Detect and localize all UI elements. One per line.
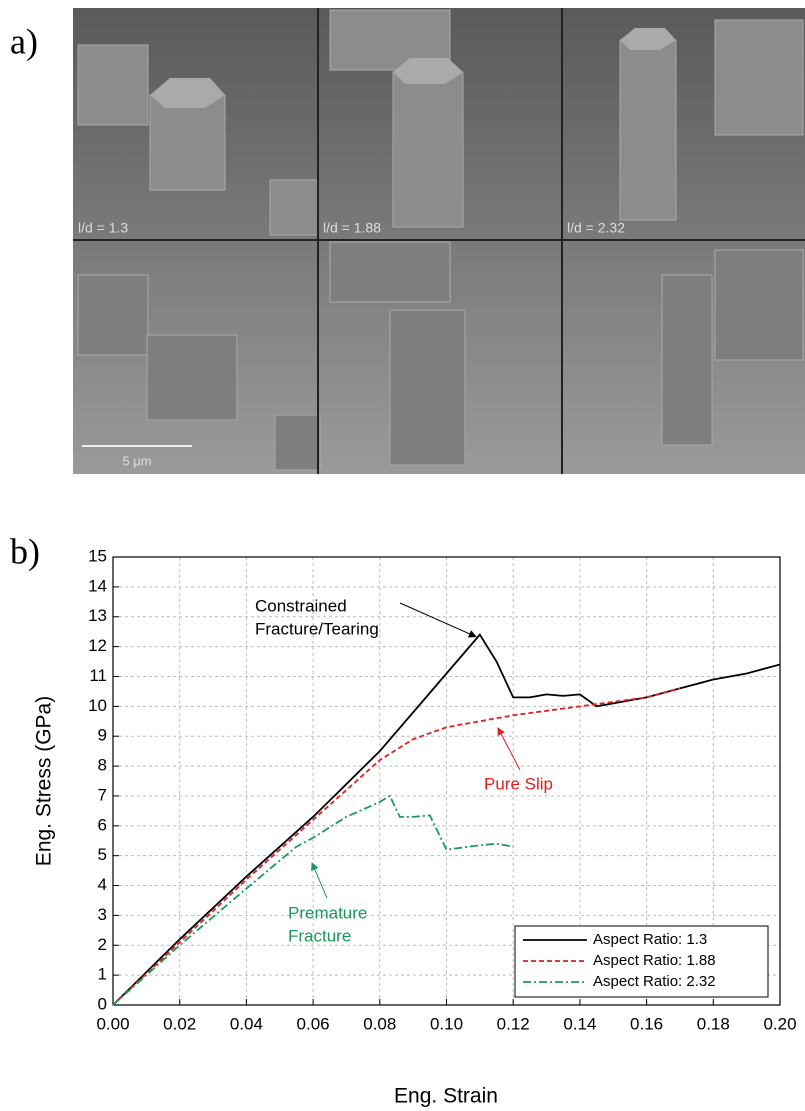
panel-label: a)	[10, 21, 38, 61]
x-tick-label: 0.02	[163, 1014, 196, 1033]
x-tick-label: 0.08	[363, 1014, 396, 1033]
x-tick-label: 0.16	[630, 1014, 663, 1033]
x-tick-label: 0.12	[497, 1014, 530, 1033]
pillar-tops	[150, 28, 676, 108]
image-label: l/d = 2.32	[567, 220, 625, 236]
y-axis-label: Eng. Stress (GPa)	[33, 696, 56, 866]
y-tick-label: 3	[98, 905, 107, 924]
x-tick-label: 0.20	[763, 1014, 796, 1033]
y-tick-label: 8	[98, 756, 107, 775]
x-tick-label: 0.14	[563, 1014, 596, 1033]
x-tick-label: 0.10	[430, 1014, 463, 1033]
y-tick-label: 9	[98, 726, 107, 745]
x-tick-label: 0.00	[96, 1014, 129, 1033]
y-tick-label: 7	[98, 785, 107, 804]
annotation: Fracture/Tearing	[255, 619, 379, 638]
y-tick-label: 2	[98, 935, 107, 954]
annotation: Constrained	[255, 596, 347, 615]
y-tick-label: 11	[89, 666, 107, 685]
y-tick-label: 12	[88, 636, 107, 655]
y-tick-label: 5	[98, 845, 107, 864]
y-tick-label: 15	[88, 546, 107, 565]
legend-label: Aspect Ratio: 1.88	[593, 952, 716, 969]
x-axis-label: Eng. Strain	[394, 1085, 498, 1108]
y-tick-label: 4	[98, 875, 107, 894]
annotation: Fracture	[288, 926, 351, 945]
y-tick-label: 13	[88, 606, 107, 625]
annotation-arrow	[311, 862, 328, 899]
image-borders	[73, 8, 805, 474]
x-tick-label: 0.04	[230, 1014, 263, 1033]
y-tick-label: 6	[98, 815, 107, 834]
annotation: Pure Slip	[484, 774, 553, 793]
image-label: l/d = 1.88	[323, 220, 381, 236]
data-line	[112, 794, 514, 1006]
y-tick-label: 10	[88, 696, 107, 715]
pillars-top	[77, 9, 804, 236]
legend-label: Aspect Ratio: 1.3	[593, 931, 707, 948]
plot-frame	[112, 556, 781, 1006]
scale-bar-label: 5 μm	[122, 453, 151, 468]
y-tick-label: 0	[98, 994, 107, 1013]
image-label: l/d = 1.3	[78, 220, 128, 236]
y-tick-label: 14	[88, 576, 107, 595]
x-tick-label: 0.18	[697, 1014, 730, 1033]
panel-label: b)	[10, 531, 40, 571]
pillars-bottom	[77, 241, 804, 471]
x-tick-label: 0.06	[297, 1014, 330, 1033]
annotation-arrow	[399, 602, 477, 638]
sem-images: l/d = 1.3 l/d = 1.88 l/d = 2.32 5 μm	[73, 8, 805, 474]
legend-label: Aspect Ratio: 2.32	[593, 973, 716, 990]
y-tick-label: 1	[98, 965, 107, 984]
annotation: Premature	[288, 903, 367, 922]
annotation-arrow	[497, 727, 521, 771]
